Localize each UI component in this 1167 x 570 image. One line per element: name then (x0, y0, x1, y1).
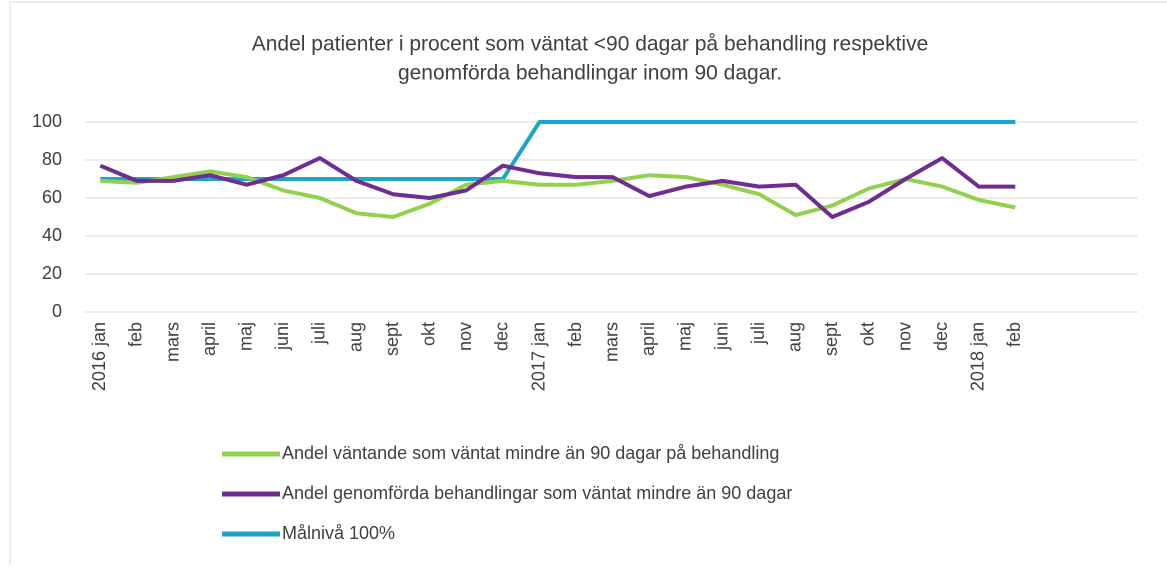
x-tick-label: okt (858, 322, 878, 346)
x-tick-label: dec (492, 322, 512, 351)
chart-title: Andel patienter i procent som väntat <90… (252, 33, 929, 56)
y-tick-label: 100 (32, 111, 62, 131)
x-tick-label: 2016 jan (89, 322, 109, 391)
chart-frame (9, 1, 1167, 570)
x-tick-label: maj (235, 322, 255, 351)
x-tick-label: 2018 jan (967, 322, 987, 391)
x-tick-label: aug (345, 322, 365, 352)
x-tick-label: aug (784, 322, 804, 352)
y-tick-label: 40 (42, 225, 62, 245)
x-tick-label: feb (1004, 322, 1024, 347)
x-tick-label: feb (126, 322, 146, 347)
series-line (99, 156, 1016, 219)
x-tick-label: mars (162, 322, 182, 362)
chart-title: genomförda behandlingar inom 90 dagar. (398, 62, 782, 85)
x-tick-label: april (199, 322, 219, 356)
x-tick-label: nov (455, 322, 475, 351)
x-tick-label: juni (711, 322, 731, 351)
x-tick-label: dec (931, 322, 951, 351)
x-tick-label: feb (565, 322, 585, 347)
y-tick-label: 60 (42, 187, 62, 207)
x-tick-label: nov (894, 322, 914, 351)
y-tick-label: 80 (42, 149, 62, 169)
x-tick-label: maj (675, 322, 695, 351)
legend-label: Andel genomförda behandlingar som väntat… (282, 483, 792, 503)
legend-label: Målnivå 100% (282, 523, 395, 543)
x-tick-label: okt (418, 322, 438, 346)
y-tick-label: 20 (42, 263, 62, 283)
legend-label: Andel väntande som väntat mindre än 90 d… (282, 443, 779, 463)
series-line (100, 169, 1016, 219)
x-tick-label: april (638, 322, 658, 356)
x-tick-label: juni (272, 322, 292, 351)
x-tick-label: 2017 jan (528, 322, 548, 391)
x-tick-label: sept (382, 322, 402, 356)
x-tick-label: juli (309, 322, 329, 345)
x-tick-label: sept (821, 322, 841, 356)
series-line (100, 120, 1016, 181)
y-tick-label: 0 (52, 301, 62, 321)
x-tick-label: juli (748, 322, 768, 345)
x-tick-label: mars (601, 322, 621, 362)
